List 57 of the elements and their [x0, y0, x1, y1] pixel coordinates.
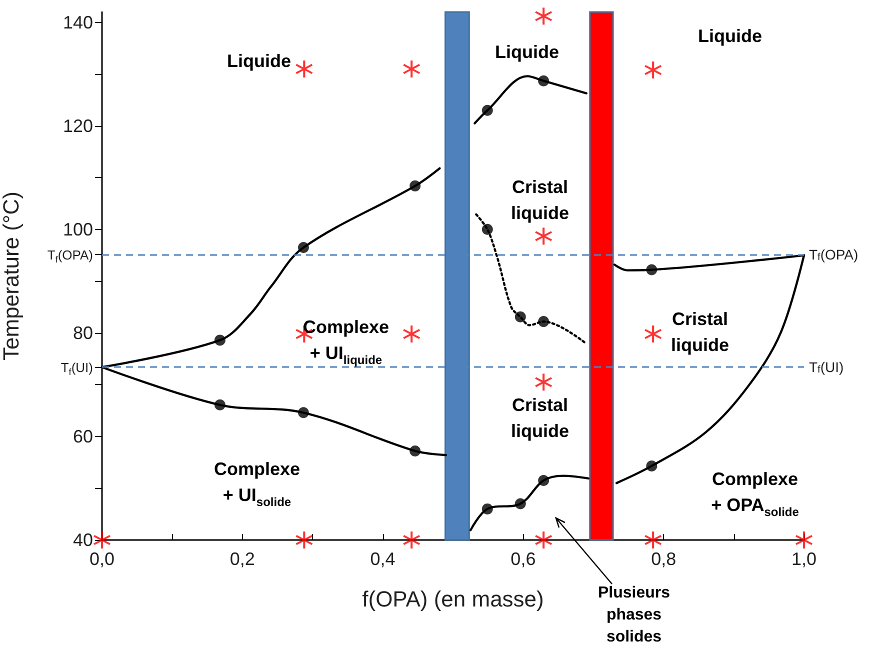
point: [644, 325, 662, 342]
point: [538, 75, 550, 86]
annotation: Liquide: [698, 26, 762, 46]
point: [403, 532, 420, 548]
point: [538, 474, 550, 486]
point: [298, 242, 309, 254]
point: [94, 532, 110, 548]
point: [403, 325, 420, 342]
line-series: [469, 474, 590, 532]
y-tick-label: 60: [72, 426, 93, 446]
point: [644, 532, 662, 548]
point: [482, 503, 493, 514]
y-tick-label: 100: [62, 219, 93, 240]
x-tick-label: 1,0: [791, 549, 817, 569]
annotation: Cristal liquide: [511, 177, 569, 223]
annotation: Cristal liquide: [671, 309, 729, 355]
x-tick-label: 0,6: [510, 549, 536, 569]
y-tick-label: T$_{f}$(OPA): [47, 246, 93, 264]
line-series: [474, 75, 588, 124]
annotation: Cristal liquide: [511, 395, 569, 441]
y-axis-title: Temperature (°C): [0, 192, 24, 360]
point: [296, 60, 313, 78]
point: [646, 460, 658, 472]
point: [296, 532, 313, 548]
point: [403, 60, 420, 78]
ref-line-label: Tf(OPA): [809, 246, 858, 263]
y-tick-label: 80: [72, 322, 93, 343]
point: [535, 228, 552, 245]
point: [538, 316, 550, 328]
annotation: Liquide: [495, 42, 559, 62]
point: [535, 532, 552, 548]
point: [482, 104, 493, 116]
x-tick-label: 0,8: [651, 549, 676, 569]
x-tick-label: 0,2: [230, 549, 255, 569]
point: [535, 374, 552, 391]
ref-line-label: Tf(UI): [809, 359, 844, 376]
point: [646, 264, 658, 276]
point: [214, 399, 226, 410]
y-tick-label: 40: [72, 530, 93, 550]
point: [410, 180, 421, 192]
y-tick-label: 120: [62, 116, 93, 136]
point: [214, 334, 226, 346]
point: [298, 407, 309, 418]
x-axis-title: f(OPA) (en masse): [362, 586, 544, 612]
y-tick-label: 140: [62, 12, 93, 32]
point: [410, 445, 421, 456]
point: [535, 8, 552, 25]
point: [514, 498, 526, 510]
point: [644, 61, 662, 78]
point: [482, 224, 493, 235]
point: [514, 311, 526, 322]
x-tick-label: 0,4: [370, 549, 396, 569]
y-tick-label: T$_{f}$(UI): [60, 360, 93, 378]
text: Plusieurs phases solides: [598, 584, 670, 646]
annotation: Liquide: [227, 51, 291, 71]
point: [796, 532, 812, 548]
x-tick-label: 0,0: [89, 549, 115, 569]
